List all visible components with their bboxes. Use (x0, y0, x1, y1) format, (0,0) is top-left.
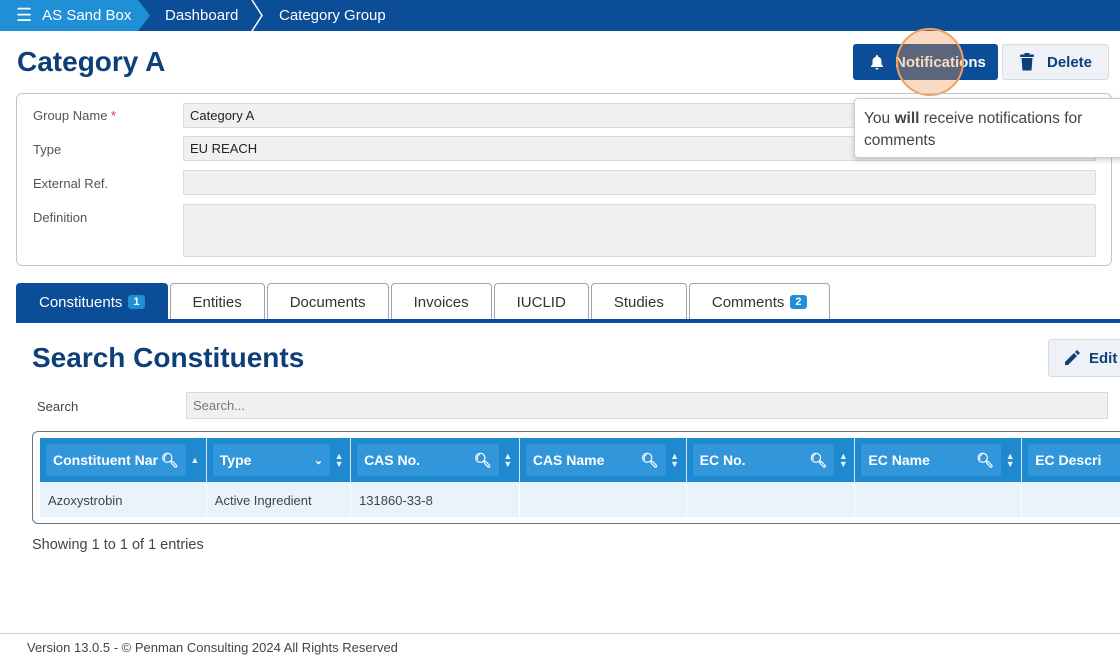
tab-bar: Constituents 1 Entities Documents Invoice… (16, 283, 830, 320)
external-ref-label: External Ref. (33, 176, 109, 191)
cell: Azoxystrobin (40, 482, 207, 517)
column-header[interactable]: Type ⌄ ▲ ▼ (207, 438, 352, 482)
tab-documents[interactable]: Documents (266, 283, 389, 320)
search-icon[interactable]: 🔍︎ (161, 451, 179, 468)
search-icon[interactable]: 🔍︎ (809, 451, 828, 468)
chevron-right-icon (251, 0, 263, 31)
notifications-tooltip: You will receive notifications for comme… (854, 98, 1120, 158)
search-input[interactable]: Search... (186, 392, 1108, 419)
external-ref-input[interactable] (183, 170, 1096, 195)
tab-comments[interactable]: Comments 2 (688, 283, 830, 320)
definition-label: Definition (33, 210, 88, 225)
entries-info: Showing 1 to 1 of 1 entries (32, 537, 204, 553)
sort-icon[interactable]: ▲ ▼ (838, 451, 848, 469)
group-name-label: Group Name * (33, 108, 117, 123)
menu-icon[interactable]: ☰ (16, 5, 33, 25)
breadcrumb-dashboard[interactable]: Dashboard (165, 0, 238, 31)
cell: Active Ingredient (207, 482, 352, 517)
column-header[interactable]: EC No. 🔍︎ ▲ ▼ (687, 438, 856, 482)
page-title: Category A (17, 46, 166, 77)
cell: 131860-33-8 (351, 482, 520, 517)
breadcrumb-label: Dashboard (165, 7, 239, 24)
table-header: Constituent Nar 🔍︎ ▲ Type ⌄ ▲ ▼ CAS No. 🔍︎ ▲ ▼ C… (40, 438, 1120, 482)
tab-iuclid[interactable]: IUCLID (493, 283, 589, 320)
sort-asc-icon[interactable]: ▲ (190, 455, 200, 465)
column-header[interactable]: EC Descri (1022, 438, 1120, 482)
column-header[interactable]: EC Name 🔍︎ ▲ ▼ (855, 438, 1023, 482)
edit-button[interactable]: Edit c (1048, 339, 1120, 377)
tab-entities[interactable]: Entities (169, 283, 265, 320)
breadcrumb-category-group[interactable]: Category Group (279, 0, 386, 31)
section-title: Search Constituents (32, 342, 305, 373)
sort-icon[interactable]: ▲ ▼ (670, 451, 680, 469)
type-label: Type (33, 142, 62, 157)
app-name: AS Sand Box (42, 7, 132, 24)
breadcrumb-label: Category Group (279, 7, 386, 24)
breadcrumb-app[interactable]: ☰ AS Sand Box (0, 0, 150, 31)
click-highlight (896, 28, 964, 96)
pencil-icon (1065, 350, 1080, 365)
tab-constituents[interactable]: Constituents 1 (16, 283, 168, 320)
sort-icon[interactable]: ▲ ▼ (503, 451, 513, 469)
table-row[interactable]: Azoxystrobin Active Ingredient 131860-33… (40, 482, 1120, 517)
search-icon[interactable]: 🔍︎ (640, 451, 659, 468)
column-header[interactable]: CAS Name 🔍︎ ▲ ▼ (520, 438, 687, 482)
count-badge: 2 (790, 295, 807, 309)
bell-icon (871, 55, 883, 70)
tab-invoices[interactable]: Invoices (390, 283, 492, 320)
constituents-table: Constituent Nar 🔍︎ ▲ Type ⌄ ▲ ▼ CAS No. 🔍︎ ▲ ▼ C… (32, 431, 1120, 524)
search-icon[interactable]: 🔍︎ (976, 451, 995, 468)
column-header[interactable]: CAS No. 🔍︎ ▲ ▼ (351, 438, 520, 482)
tab-underline (16, 319, 1120, 323)
tab-studies[interactable]: Studies (590, 283, 687, 320)
search-icon[interactable]: 🔍︎ (474, 451, 492, 468)
sort-icon[interactable]: ▲ ▼ (334, 451, 344, 469)
count-badge: 1 (128, 295, 145, 309)
footer: Version 13.0.5 - © Penman Consulting 202… (0, 633, 1120, 656)
search-label: Search (37, 399, 79, 414)
delete-label: Delete (1047, 53, 1093, 71)
cell (1022, 482, 1120, 517)
cell (855, 482, 1023, 517)
definition-textarea[interactable] (183, 204, 1096, 257)
chevron-down-icon[interactable]: ⌄ (313, 454, 324, 467)
sort-icon[interactable]: ▲ ▼ (1005, 451, 1015, 469)
cell (520, 482, 687, 517)
trash-icon (1020, 53, 1034, 71)
top-nav-bar: ☰ AS Sand Box Dashboard Category Group (0, 0, 1120, 31)
column-header[interactable]: Constituent Nar 🔍︎ ▲ (40, 438, 207, 482)
edit-label: Edit c (1089, 349, 1120, 367)
cell (687, 482, 856, 517)
delete-button[interactable]: Delete (1002, 44, 1109, 80)
